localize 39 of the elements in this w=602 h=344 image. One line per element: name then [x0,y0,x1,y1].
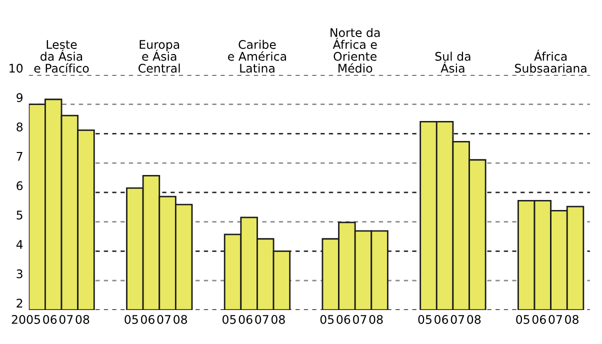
x-tick-label: 06 [336,315,350,324]
x-tick-label: 06 [532,315,546,324]
x-tick-label: 06 [238,315,252,324]
y-tick-label: 7 [16,152,22,161]
y-tick-label: 2 [16,298,22,308]
x-tick-label: 08 [76,315,90,324]
x-tick-label: 05 [516,315,530,324]
x-tick-label: 08 [369,315,383,324]
x-tick-label: 08 [271,315,285,324]
x-tick-label: 07 [157,315,171,324]
y-tick-label: 10 [10,64,23,73]
x-tick-label: 08 [467,315,481,324]
text: Sul da Ásia [435,52,470,73]
x-tick-label: 06 [140,315,154,324]
y-tick-label: 6 [16,181,23,190]
x-tick-label: 08 [565,315,578,324]
x-tick-label: 05 [320,315,334,324]
x-tick-label: 05 [418,315,432,324]
text: Norte da África e Oriente Médio [330,28,380,73]
x-tick-label: 07 [548,315,562,324]
y-tick-label: 4 [16,240,23,249]
y-tick-label: 8 [16,122,23,132]
y-tick-label: 3 [16,269,22,278]
text: África Subsaariana [515,50,586,73]
text: Caribe e América Latina [228,40,286,73]
text: Europa e Ásia Central [138,40,180,73]
x-tick-label: 07 [353,315,366,324]
x-tick-label: 07 [450,315,464,324]
x-tick-label: 07 [255,315,268,324]
x-tick-label: 06 [43,315,57,324]
x-tick-label: 2005 [12,315,40,324]
x-tick-label: 08 [174,315,188,324]
x-tick-label: 06 [434,315,448,324]
y-tick-label: 9 [16,93,23,102]
y-tick-label: 5 [16,210,22,220]
x-tick-label: 07 [59,315,73,324]
text: Leste da Ásia e Pacífico [34,40,89,73]
x-tick-label: 05 [222,315,236,324]
x-tick-label: 05 [124,315,138,324]
